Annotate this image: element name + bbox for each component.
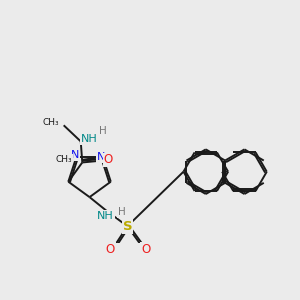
Text: O: O	[141, 243, 151, 256]
Text: CH₃: CH₃	[56, 155, 73, 164]
Text: H: H	[99, 127, 107, 136]
Text: H: H	[118, 207, 126, 217]
Text: O: O	[105, 243, 115, 256]
Text: O: O	[104, 154, 113, 166]
Text: N: N	[71, 150, 79, 160]
Text: CH₃: CH₃	[42, 118, 59, 127]
Text: NH: NH	[97, 211, 114, 221]
Text: S: S	[123, 220, 132, 233]
Text: N: N	[97, 152, 105, 162]
Text: NH: NH	[80, 134, 97, 144]
